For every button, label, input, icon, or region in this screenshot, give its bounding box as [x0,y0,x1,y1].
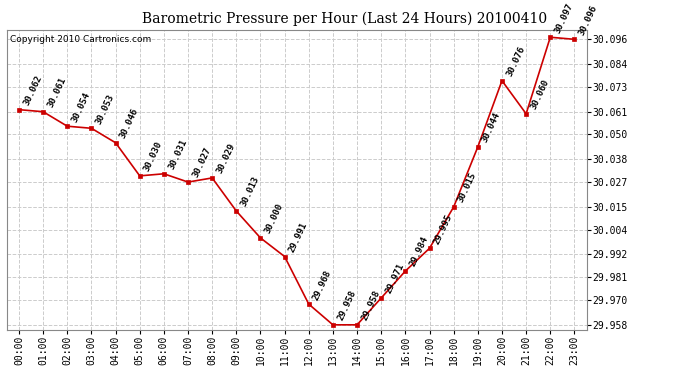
Text: 30.096: 30.096 [578,3,599,36]
Text: 30.054: 30.054 [70,90,92,123]
Text: 30.013: 30.013 [239,175,261,208]
Text: 30.046: 30.046 [119,107,140,140]
Text: 30.030: 30.030 [143,140,164,173]
Text: 30.027: 30.027 [191,146,213,179]
Text: 30.097: 30.097 [553,2,575,34]
Text: 29.958: 29.958 [336,289,357,322]
Text: 30.029: 30.029 [215,142,237,175]
Text: 30.076: 30.076 [505,45,526,78]
Text: 30.053: 30.053 [95,93,116,126]
Text: 30.015: 30.015 [457,171,478,204]
Text: Copyright 2010 Cartronics.com: Copyright 2010 Cartronics.com [10,34,151,44]
Text: 29.968: 29.968 [312,268,333,302]
Text: Barometric Pressure per Hour (Last 24 Hours) 20100410: Barometric Pressure per Hour (Last 24 Ho… [142,11,548,26]
Text: 29.958: 29.958 [360,289,382,322]
Text: 29.995: 29.995 [433,213,454,246]
Text: 30.060: 30.060 [529,78,551,111]
Text: 30.031: 30.031 [167,138,188,171]
Text: 30.061: 30.061 [46,76,68,109]
Text: 29.984: 29.984 [408,235,430,268]
Text: 30.044: 30.044 [481,111,502,144]
Text: 30.062: 30.062 [22,74,43,107]
Text: 30.000: 30.000 [264,202,285,235]
Text: 29.991: 29.991 [288,221,309,254]
Text: 29.971: 29.971 [384,262,406,295]
